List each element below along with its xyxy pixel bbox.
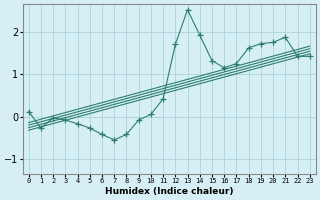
- X-axis label: Humidex (Indice chaleur): Humidex (Indice chaleur): [105, 187, 234, 196]
